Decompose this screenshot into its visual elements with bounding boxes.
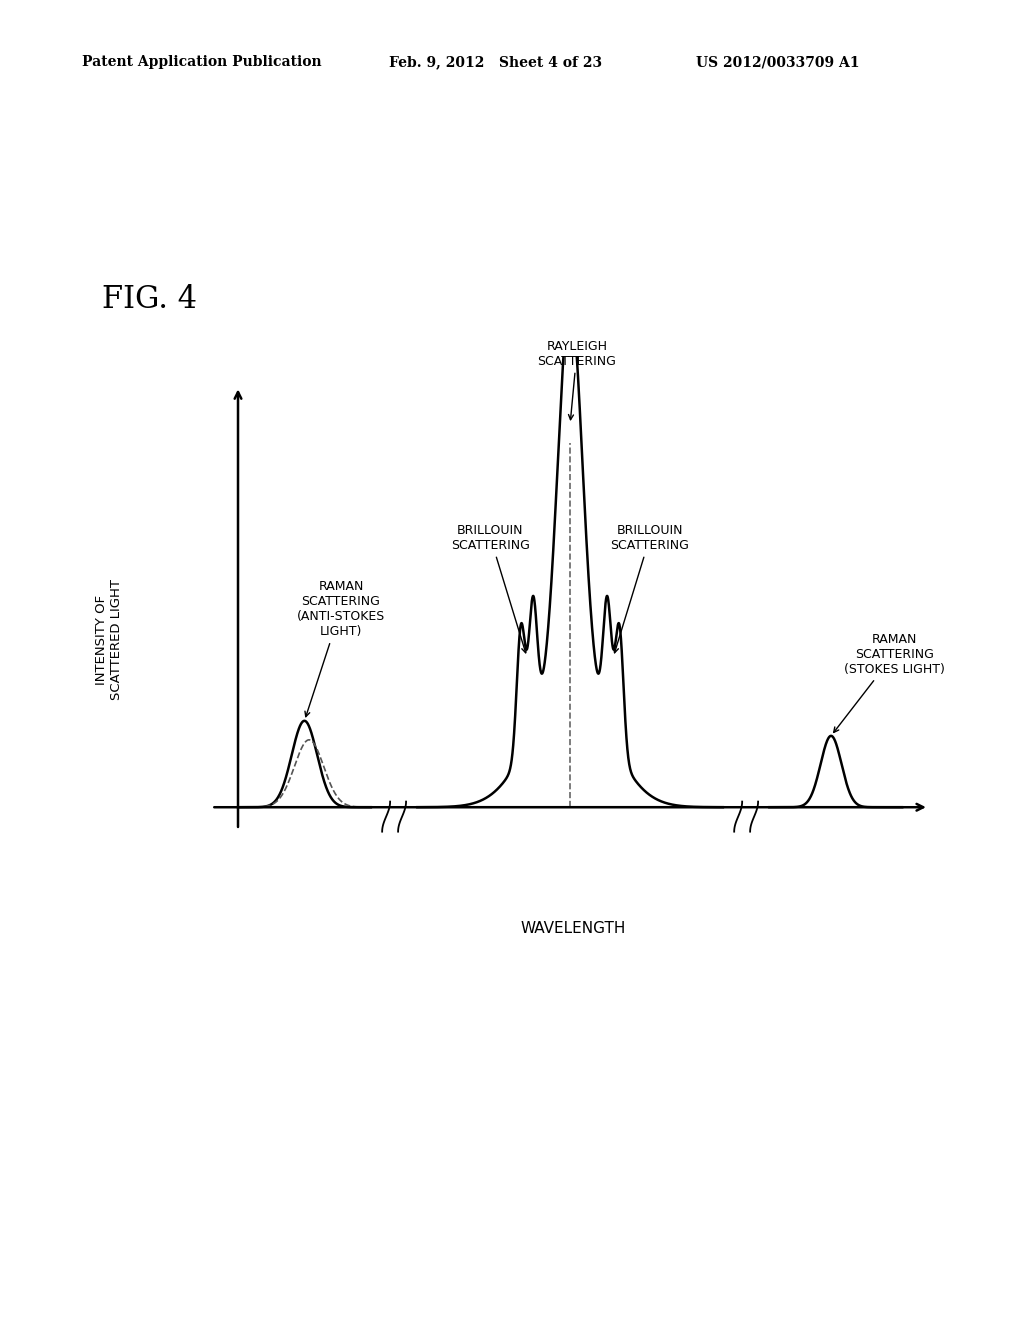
Text: Feb. 9, 2012   Sheet 4 of 23: Feb. 9, 2012 Sheet 4 of 23	[389, 55, 602, 70]
Text: FIG. 4: FIG. 4	[102, 284, 198, 314]
Text: RAYLEIGH
SCATTERING: RAYLEIGH SCATTERING	[538, 339, 616, 420]
Text: BRILLOUIN
SCATTERING: BRILLOUIN SCATTERING	[451, 524, 529, 653]
Text: RAMAN
SCATTERING
(ANTI-STOKES
LIGHT): RAMAN SCATTERING (ANTI-STOKES LIGHT)	[297, 581, 385, 717]
Text: Patent Application Publication: Patent Application Publication	[82, 55, 322, 70]
Text: BRILLOUIN
SCATTERING: BRILLOUIN SCATTERING	[610, 524, 689, 653]
Text: RAMAN
SCATTERING
(STOKES LIGHT): RAMAN SCATTERING (STOKES LIGHT)	[834, 632, 944, 733]
Text: INTENSITY OF
SCATTERED LIGHT: INTENSITY OF SCATTERED LIGHT	[95, 579, 123, 700]
Text: WAVELENGTH: WAVELENGTH	[521, 920, 626, 936]
Text: US 2012/0033709 A1: US 2012/0033709 A1	[696, 55, 860, 70]
